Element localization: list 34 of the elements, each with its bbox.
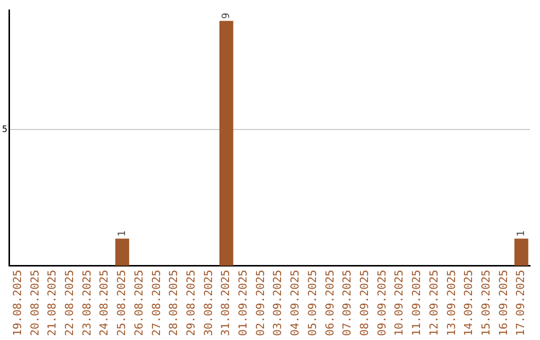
- x-tick-label: 12.09.2025: [427, 270, 440, 336]
- data-label: 1: [116, 230, 128, 237]
- x-tick-label: 09.09.2025: [375, 270, 388, 336]
- x-tick-label: 14.09.2025: [462, 270, 476, 336]
- x-tick-label: 04.09.2025: [288, 270, 302, 336]
- x-tick-label: 24.08.2025: [98, 270, 111, 336]
- x-tick-label: 27.08.2025: [150, 270, 163, 336]
- x-tick-label: 05.09.2025: [306, 270, 319, 336]
- x-tick-label: 13.09.2025: [444, 270, 458, 336]
- x-tick-label: 03.09.2025: [271, 270, 284, 336]
- x-tick-label: 20.08.2025: [28, 270, 42, 336]
- x-tick-label: 28.08.2025: [167, 270, 180, 336]
- x-tick-label: 07.09.2025: [340, 270, 354, 336]
- x-tick-label: 16.09.2025: [496, 270, 510, 336]
- x-tick-label: 02.09.2025: [254, 270, 267, 336]
- data-label: 9: [220, 12, 232, 19]
- x-tick-label: 23.08.2025: [80, 270, 94, 336]
- x-tick-label: 08.09.2025: [358, 270, 372, 336]
- x-tick-label: 17.09.2025: [514, 270, 528, 336]
- x-tick-label: 15.09.2025: [479, 270, 492, 336]
- x-tick-label: 10.09.2025: [392, 270, 406, 336]
- x-tick-label: 01.09.2025: [236, 270, 250, 336]
- x-tick-label: 22.08.2025: [63, 270, 76, 336]
- x-tick-label: 19.08.2025: [10, 270, 24, 336]
- x-tick-label: 11.09.2025: [410, 270, 424, 336]
- x-tick-label: 21.08.2025: [46, 270, 59, 336]
- x-tick-label: 26.08.2025: [132, 270, 146, 336]
- x-tick-label: 30.08.2025: [202, 270, 215, 336]
- x-tick-label: 06.09.2025: [323, 270, 336, 336]
- x-tick-label: 25.08.2025: [115, 270, 128, 336]
- y-tick-label: 5: [2, 125, 8, 136]
- x-tick-label: 29.08.2025: [184, 270, 198, 336]
- data-label: 1: [516, 230, 527, 237]
- x-tick-label: 31.08.2025: [219, 270, 232, 336]
